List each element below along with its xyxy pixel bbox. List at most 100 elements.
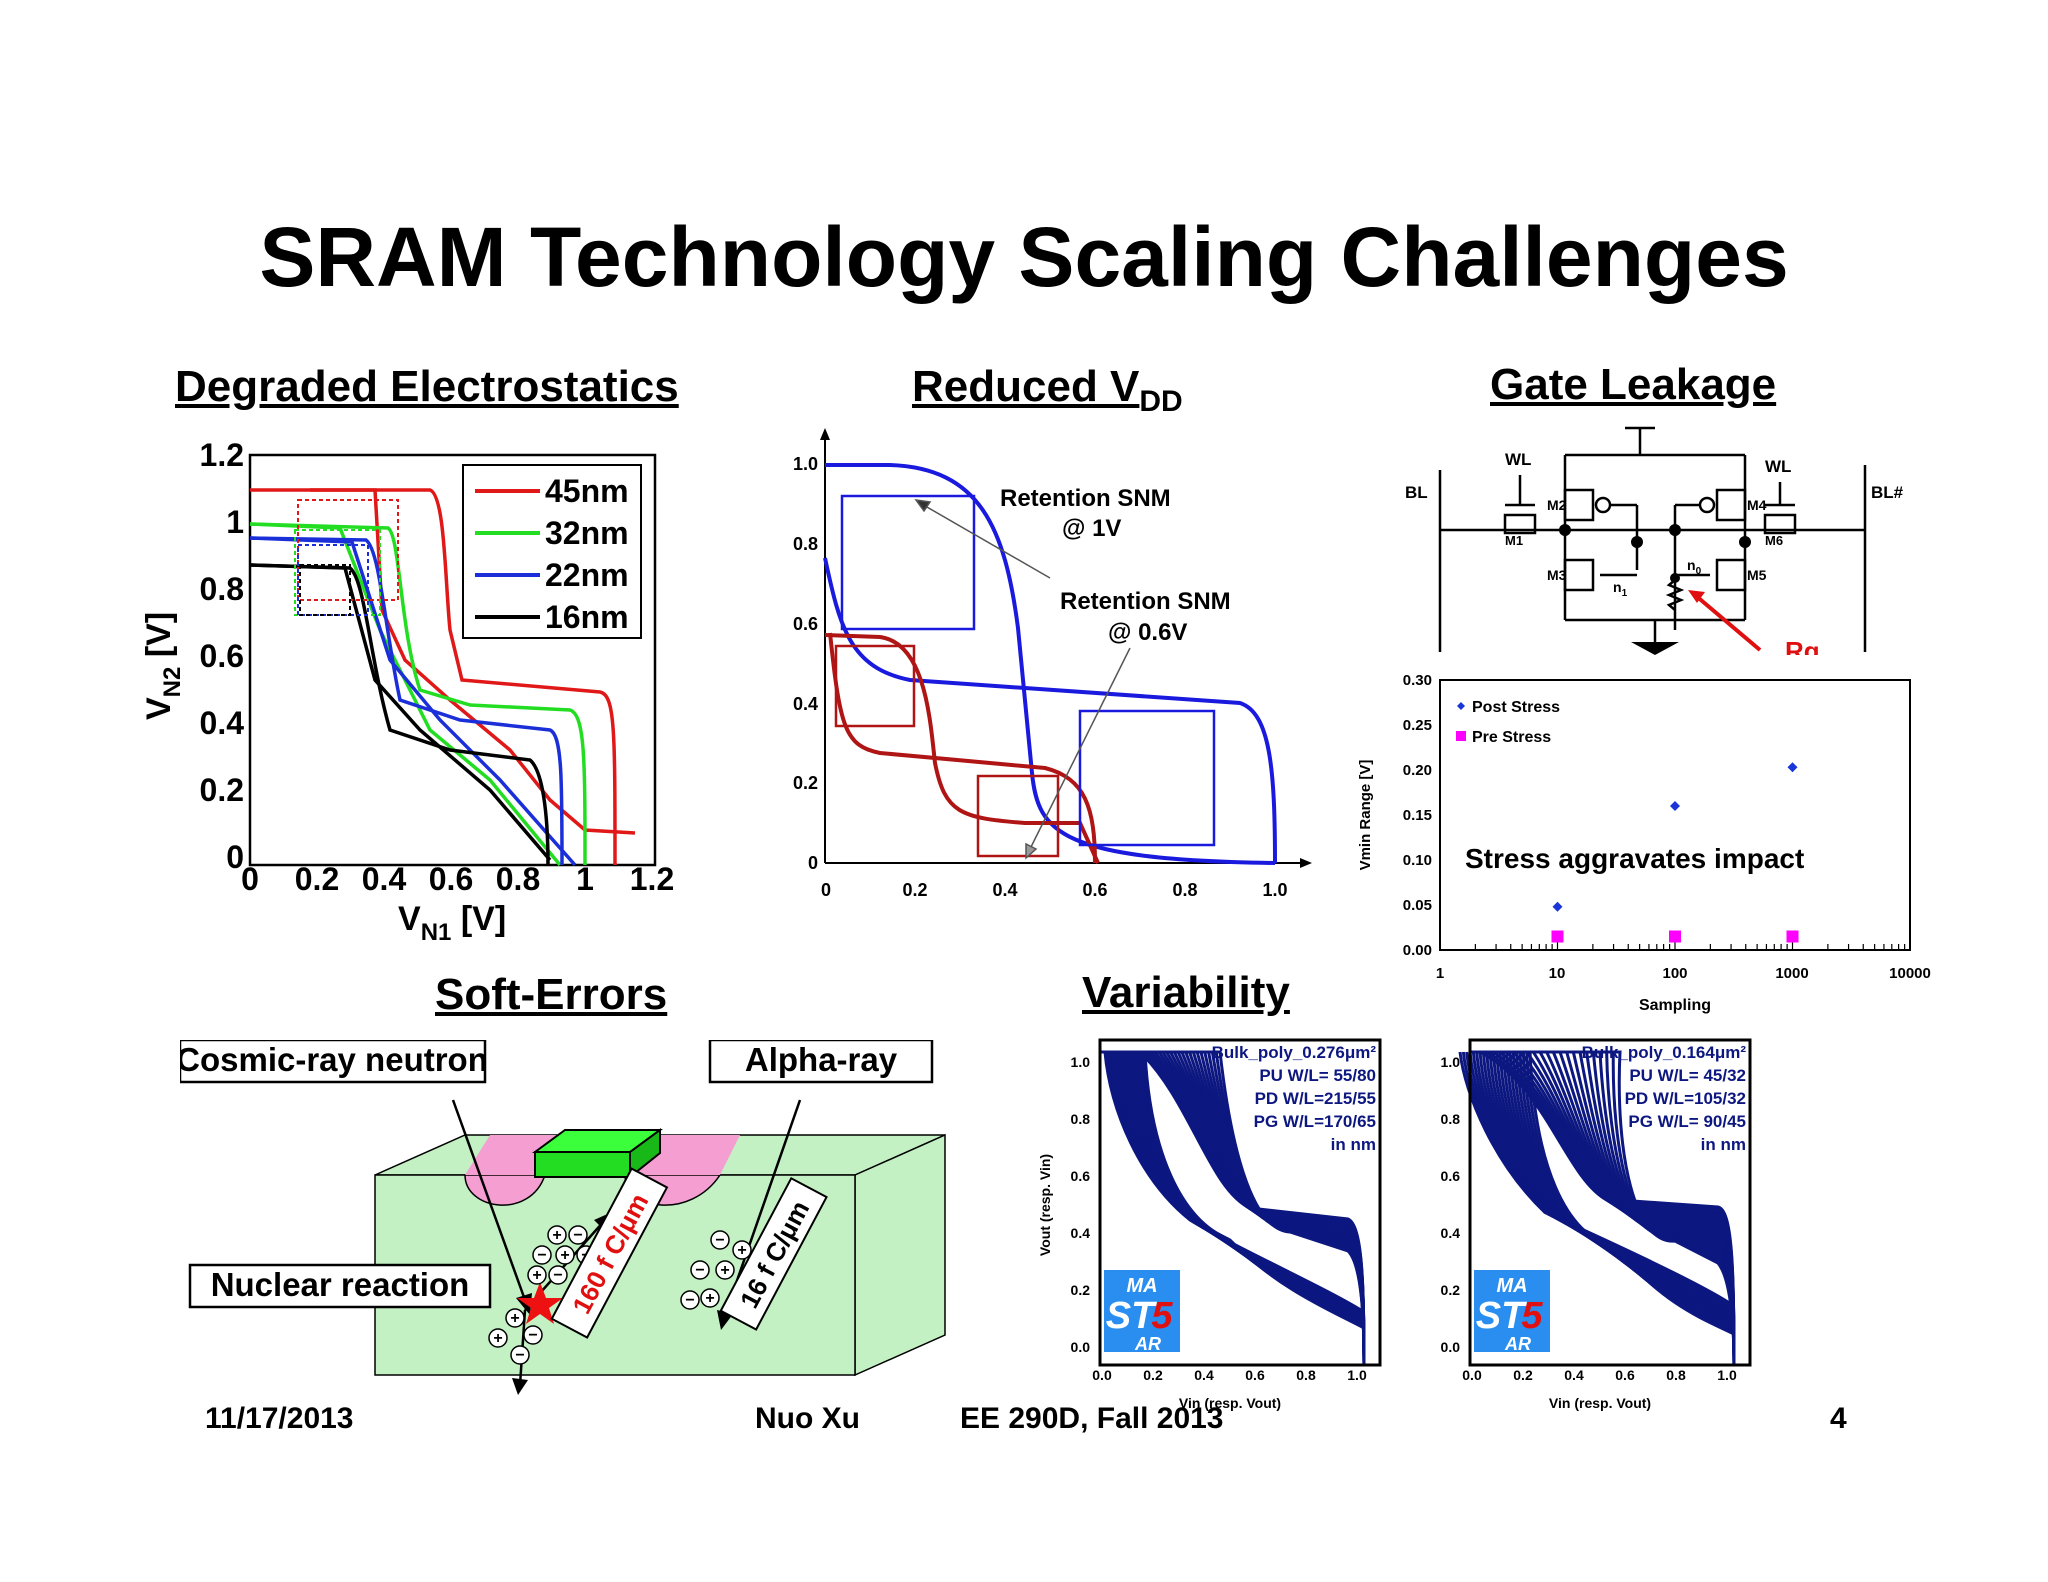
variability-frame-2 — [1468, 1038, 1752, 1367]
vmin-ytick: 0.10 — [1403, 852, 1432, 869]
snm-square-1v-lower — [1078, 709, 1216, 847]
snm-annotation-06v-line2: @ 0.6V — [1108, 619, 1187, 646]
svg-text:−: − — [573, 1227, 582, 1244]
variability-1-ytick: 0.6 — [1071, 1168, 1091, 1184]
circuit-label-m6: M6 — [1765, 533, 1783, 548]
circuit-label-n0: n0 — [1687, 557, 1702, 577]
circuit-label-rg: Rg — [1785, 636, 1820, 655]
post-stress-point — [1787, 762, 1798, 773]
neutron-path — [451, 1099, 527, 1301]
snm-xtick: 0.4 — [992, 880, 1017, 900]
legend-label-22nm: 22nm — [545, 557, 629, 593]
circuit-label-wl-left: WL — [1505, 450, 1531, 469]
vmin-ytick: 0.15 — [1403, 807, 1432, 824]
snm-curve-1v-b — [823, 557, 1277, 864]
heading-degraded-electrostatics: Degraded Electrostatics — [175, 362, 679, 411]
variability-1-xlabel: Vin (resp. Vout) — [1179, 1395, 1281, 1411]
mc-curve — [1528, 1051, 1735, 1336]
vmin-xtick: 1000 — [1775, 965, 1808, 982]
circuit-label-bl: BL — [1405, 483, 1428, 502]
circuit-label-wl-right: WL — [1765, 457, 1791, 476]
vmin-range-chart: 0.30 0.25 0.20 0.15 0.10 0.05 0.00 1 10 … — [1357, 672, 1931, 1014]
snm-ytick: 0.8 — [793, 534, 818, 554]
butterfly-xtick: 0.8 — [496, 861, 540, 897]
vmin-annotation: Stress aggravates impact — [1465, 843, 1804, 874]
butterfly-xtick: 0.2 — [295, 861, 339, 897]
variability-1-ytick: 0.8 — [1071, 1111, 1091, 1127]
vmin-ytick: 0.30 — [1403, 672, 1432, 689]
variability-1-ytick: 0.4 — [1071, 1225, 1091, 1241]
heading-reduced-vdd-sub: DD — [1139, 385, 1183, 418]
snm-square-06v-lower — [976, 774, 1060, 858]
legend-label-post-stress: Post Stress — [1472, 699, 1560, 716]
butterfly-ytick: 0.6 — [200, 638, 244, 674]
heading-reduced-vdd: Reduced VDD — [912, 362, 1183, 419]
variability-2-unit: in nm — [1701, 1135, 1746, 1154]
butterfly-xtick: 1 — [576, 861, 594, 897]
nuclear-reaction-label-box — [188, 1263, 492, 1309]
snm-ytick: 0 — [808, 853, 818, 873]
source-diffusion — [464, 1174, 547, 1206]
variability-2-pg: PG W/L= 90/45 — [1628, 1112, 1746, 1131]
svg-text:AR: AR — [1504, 1334, 1531, 1354]
curve-16nm-b — [249, 563, 550, 866]
snm-arrow-06v — [1027, 647, 1131, 854]
legend-label-16nm: 16nm — [545, 599, 629, 635]
svg-text:−: − — [553, 1267, 562, 1284]
svg-text:−: − — [715, 1232, 724, 1249]
curve-32nm-b — [249, 522, 587, 866]
vmin-xtick: 10 — [1549, 965, 1566, 982]
curve-45nm-b — [310, 488, 617, 866]
alpha-ray-label-box — [708, 1040, 934, 1084]
substrate-side — [854, 1133, 946, 1377]
svg-text:−: − — [685, 1292, 694, 1309]
circuit-label-m5: M5 — [1747, 567, 1767, 583]
butterfly-ylabel: VN2 [V] — [140, 612, 186, 720]
butterfly-ytick: 0 — [226, 839, 244, 875]
vmin-xtick: 1 — [1436, 965, 1444, 982]
variability-2-xlabel: Vin (resp. Vout) — [1549, 1395, 1651, 1411]
variability-1-xtick: 0.2 — [1143, 1367, 1163, 1383]
variability-frame-1 — [1098, 1038, 1382, 1367]
variability-2-xtick: 0.4 — [1564, 1367, 1584, 1383]
footer-course: EE 290D, Fall 2013 — [960, 1402, 1224, 1435]
post-stress-point — [1552, 901, 1563, 912]
vmin-ytick: 0.20 — [1403, 762, 1432, 779]
svg-text:AR: AR — [1134, 1334, 1161, 1354]
svg-text:+: + — [705, 1290, 714, 1307]
snm-xtick: 0.8 — [1172, 880, 1197, 900]
variability-1-xtick: 1.0 — [1347, 1367, 1367, 1383]
variability-1-ytick: 0.0 — [1071, 1339, 1091, 1355]
variability-1-xtick: 0.0 — [1092, 1367, 1112, 1383]
snm-curve-06v-a — [824, 633, 1100, 864]
vmin-xtick: 100 — [1662, 965, 1687, 982]
mc-curve — [1470, 1050, 1736, 1366]
sram-6t-circuit: BL BL# WL WL M1 M6 M2 M3 M4 M5 n1 n0 Rg — [1405, 426, 1904, 655]
snm-annotation-06v-line1: Retention SNM — [1060, 588, 1231, 615]
variability-2-xtick: 0.0 — [1462, 1367, 1482, 1383]
snm-curve-1v-a — [825, 463, 1276, 865]
svg-text:+: + — [737, 1242, 746, 1259]
snm-annotation-1v-line2: @ 1V — [1062, 515, 1121, 542]
legend-label-pre-stress: Pre Stress — [1472, 729, 1551, 746]
mastar-logo-2: MA ST 5 AR — [1474, 1270, 1550, 1354]
variability-2-ytick: 0.0 — [1441, 1339, 1461, 1355]
svg-text:+: + — [552, 1227, 561, 1244]
snm-square-06v-upper — [834, 644, 916, 728]
svg-text:ST: ST — [1476, 1295, 1527, 1337]
snm-xtick: 0.2 — [902, 880, 927, 900]
post-stress-point — [1670, 801, 1680, 811]
cosmic-ray-label-box — [180, 1040, 487, 1084]
mastar-logo-1: MA ST 5 AR — [1104, 1270, 1180, 1354]
mc-curve — [1100, 1050, 1366, 1366]
snm-ytick: 0.2 — [793, 773, 818, 793]
legend-label-32nm: 32nm — [545, 515, 629, 551]
butterfly-xtick: 0.6 — [429, 861, 473, 897]
variability-1-pd: PD W/L=215/55 — [1255, 1089, 1376, 1108]
variability-1-ylabel: Vout (resp. Vin) — [1037, 1154, 1053, 1256]
butterfly-ytick: 0.8 — [200, 571, 244, 607]
svg-text:+: + — [510, 1310, 519, 1327]
snm-box-16nm — [299, 564, 351, 616]
svg-text:+: + — [720, 1262, 729, 1279]
snm-annotation-1v-line1: Retention SNM — [1000, 485, 1171, 512]
